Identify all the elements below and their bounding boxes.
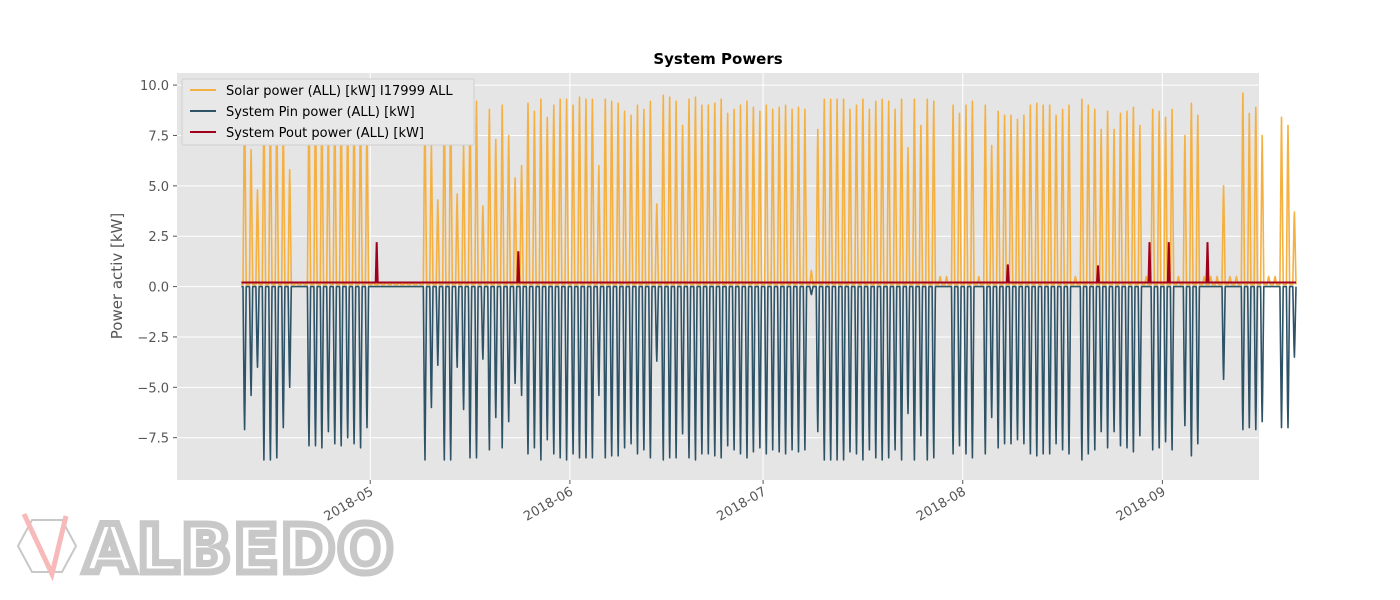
y-tick-label: −5.0 [137,381,169,396]
x-tick-label: 2018-09 [1114,484,1169,524]
y-tick-label: 7.5 [148,129,169,144]
x-tick-label: 2018-07 [715,484,770,524]
checkmark-icon [21,512,69,582]
series-line-pin [241,285,1297,461]
albedo-logo: ALBEDO [16,508,397,592]
x-tick-label: 2018-06 [521,484,576,524]
y-tick-label: −7.5 [137,432,169,447]
y-tick-label: −2.5 [137,331,169,346]
x-tick-label: 2018-08 [914,484,969,524]
legend-label-pin: System Pin power (ALL) [kW] [226,105,415,120]
y-tick-label: 10.0 [140,79,169,94]
hexagon-icon [16,519,78,573]
y-tick-label: 5.0 [148,180,169,195]
series-line-pout [241,242,1296,284]
logo-text: ALBEDO [84,511,395,588]
y-tick-label: 2.5 [148,230,169,245]
legend: Solar power (ALL) [kW] I17999 ALL System… [181,78,475,146]
y-tick-label: 0.0 [148,281,169,296]
legend-box [181,78,475,146]
chart-title: System Powers [653,50,782,68]
legend-label-solar: Solar power (ALL) [kW] I17999 ALL [226,84,453,99]
series-layer [241,92,1297,461]
y-axis-label: Power activ [kW] [108,213,126,339]
legend-label-pout: System Pout power (ALL) [kW] [226,126,424,141]
